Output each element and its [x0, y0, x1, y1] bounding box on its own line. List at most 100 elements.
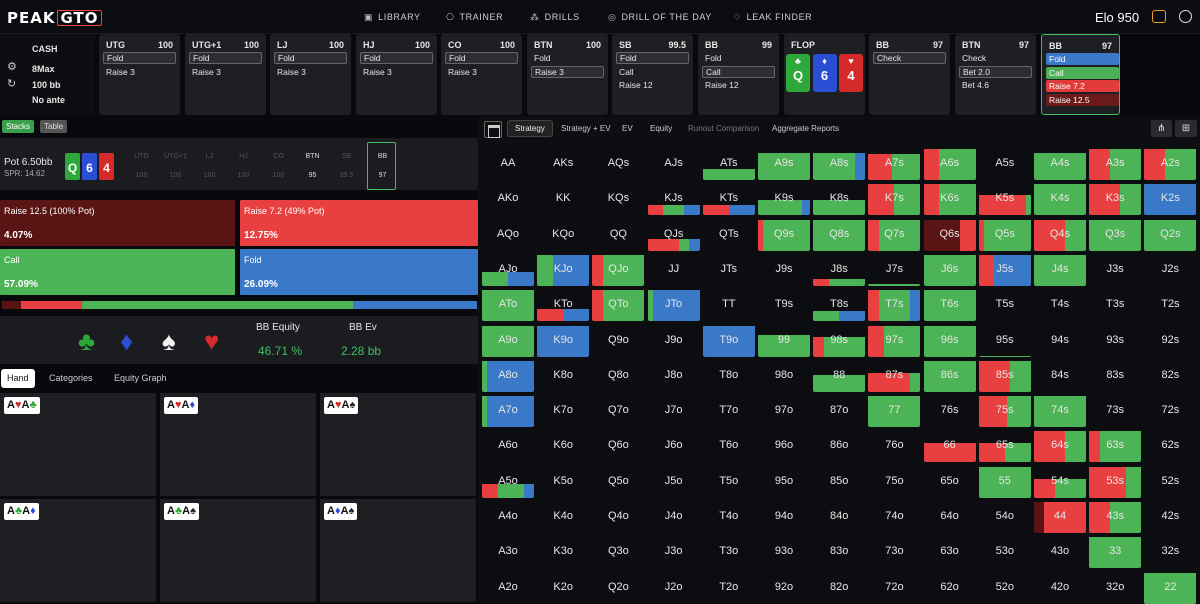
- hand-cell[interactable]: J7o: [647, 393, 700, 428]
- hand-cell[interactable]: 42s: [1144, 499, 1197, 533]
- nav-drill-of-the-day[interactable]: ◎ DRILL OF THE DAY: [608, 12, 712, 23]
- hand-cell[interactable]: K6s: [923, 181, 976, 216]
- hand-cell[interactable]: 63s: [1089, 428, 1142, 463]
- hand-cell[interactable]: AQo: [482, 216, 534, 251]
- hand-cell[interactable]: KJo: [537, 251, 590, 286]
- hand-cell[interactable]: A5s: [978, 146, 1031, 180]
- hand-cell[interactable]: Q7o: [592, 393, 645, 428]
- hand-cell[interactable]: 76s: [923, 393, 976, 428]
- hand-cell[interactable]: A7o: [482, 393, 534, 428]
- hand-cell[interactable]: 94s: [1034, 322, 1086, 357]
- seat-bb[interactable]: BB 97 Check: [869, 34, 950, 115]
- hand-cell[interactable]: 54s: [1034, 463, 1086, 498]
- hand-cell[interactable]: 63o: [923, 534, 976, 569]
- action-option[interactable]: Fold: [360, 52, 433, 64]
- tab-aggregate-reports[interactable]: Aggregate Reports: [772, 124, 840, 133]
- hand-cell[interactable]: A6o: [482, 428, 534, 463]
- seat-hj[interactable]: HJ 100 Fold Raise 3: [356, 34, 437, 115]
- nav-trainer[interactable]: ⎔ TRAINER: [446, 12, 503, 23]
- hand-cell[interactable]: T3o: [702, 534, 755, 569]
- hand-cell[interactable]: TT: [702, 287, 755, 322]
- hand-cell[interactable]: 86s: [923, 357, 976, 392]
- hand-cell[interactable]: T2o: [702, 569, 755, 604]
- hand-cell[interactable]: 98s: [813, 322, 866, 357]
- hand-cell[interactable]: T7s: [868, 287, 921, 322]
- hand-cell[interactable]: 76o: [868, 428, 921, 463]
- hand-cell[interactable]: 72s: [1144, 393, 1197, 428]
- action-fold-box[interactable]: Fold 26.09%: [240, 249, 478, 295]
- hand-cell[interactable]: A6s: [923, 146, 976, 180]
- hand-cell[interactable]: J6o: [647, 428, 700, 463]
- tab-categories[interactable]: Categories: [49, 373, 93, 383]
- action-option[interactable]: Check: [962, 53, 987, 63]
- hand-cell[interactable]: Q4o: [592, 499, 645, 533]
- hand-cell[interactable]: 44: [1034, 499, 1086, 533]
- hand-cell[interactable]: T4o: [702, 499, 755, 533]
- hand-cell[interactable]: AQs: [592, 146, 645, 180]
- hand-cell[interactable]: J6s: [923, 251, 976, 286]
- hand-cell[interactable]: JTo: [647, 287, 700, 322]
- hand-cell[interactable]: T9o: [702, 322, 755, 357]
- seat-sb[interactable]: SB 99.5 Fold Call Raise 12: [612, 34, 693, 115]
- hand-cell[interactable]: T6o: [702, 428, 755, 463]
- hand-cell[interactable]: 85s: [978, 357, 1031, 392]
- hand-cell[interactable]: 65s: [978, 428, 1031, 463]
- hand-cell[interactable]: KTo: [537, 287, 590, 322]
- hand-cell[interactable]: 87o: [813, 393, 866, 428]
- hand-cell[interactable]: J3s: [1089, 251, 1142, 286]
- hand-cell[interactable]: KK: [537, 181, 590, 216]
- hand-cell[interactable]: 74s: [1034, 393, 1086, 428]
- stacks-view-button[interactable]: Stacks: [2, 120, 35, 133]
- hand-cell[interactable]: KQo: [537, 216, 590, 251]
- hand-cell[interactable]: 65o: [923, 463, 976, 498]
- hand-cell[interactable]: 64s: [1034, 428, 1086, 463]
- seat-utg[interactable]: UTG 100 Fold Raise 3: [99, 34, 180, 115]
- hand-cell[interactable]: T4s: [1034, 287, 1086, 322]
- hand-cell[interactable]: JTs: [702, 251, 755, 286]
- hand-cell[interactable]: 32o: [1089, 569, 1142, 604]
- hand-cell[interactable]: A4o: [482, 499, 534, 533]
- hand-cell[interactable]: K2o: [537, 569, 590, 604]
- hand-cell[interactable]: 93s: [1089, 322, 1142, 357]
- hand-cell[interactable]: J3o: [647, 534, 700, 569]
- hand-cell[interactable]: 73o: [868, 534, 921, 569]
- hand-cell[interactable]: T8o: [702, 357, 755, 392]
- hand-cell[interactable]: A8o: [482, 357, 534, 392]
- seat-bb[interactable]: BB 99 Fold Call Raise 12: [698, 34, 779, 115]
- hand-cell[interactable]: 82s: [1144, 357, 1197, 392]
- view-layout-icon[interactable]: [484, 121, 502, 138]
- hand-cell[interactable]: 43o: [1034, 534, 1086, 569]
- seat-btn[interactable]: BTN 97 Check Bet 2.0 Bet 4.6: [955, 34, 1036, 115]
- action-option[interactable]: Fold: [705, 53, 722, 63]
- hand-cell[interactable]: ATs: [702, 146, 755, 180]
- hand-cell[interactable]: J5s: [978, 251, 1031, 286]
- hand-cell[interactable]: 88: [813, 357, 866, 392]
- table-view-button[interactable]: Table: [40, 120, 68, 133]
- hand-cell[interactable]: 33: [1089, 534, 1142, 569]
- action-option[interactable]: Raise 3: [192, 66, 221, 77]
- action-option[interactable]: Bet 2.0: [959, 65, 1032, 78]
- hand-cell[interactable]: AKo: [482, 181, 534, 216]
- hand-cell[interactable]: 94o: [758, 499, 810, 533]
- hand-cell[interactable]: 52s: [1144, 463, 1197, 498]
- hand-cell[interactable]: A4s: [1034, 146, 1086, 180]
- hand-cell[interactable]: 72o: [868, 569, 921, 604]
- hand-cell[interactable]: 93o: [758, 534, 810, 569]
- hand-cell[interactable]: K6o: [537, 428, 590, 463]
- hand-cell[interactable]: 96o: [758, 428, 810, 463]
- action-option[interactable]: Raise 3: [277, 66, 306, 77]
- hand-cell[interactable]: Q6o: [592, 428, 645, 463]
- seat-btn[interactable]: BTN 100 Fold Raise 3: [527, 34, 608, 115]
- hand-cell[interactable]: A7s: [868, 146, 921, 180]
- hand-cell[interactable]: J9s: [758, 251, 810, 286]
- action-option[interactable]: Fold: [1046, 53, 1119, 65]
- action-option[interactable]: Call: [619, 66, 634, 77]
- action-option[interactable]: Fold: [616, 52, 689, 64]
- hand-cell[interactable]: 97s: [868, 322, 921, 357]
- action-option[interactable]: Fold: [103, 52, 176, 64]
- hand-cell[interactable]: 22: [1144, 569, 1197, 604]
- hand-cell[interactable]: T5o: [702, 463, 755, 498]
- hand-cell[interactable]: KQs: [592, 181, 645, 216]
- hand-cell[interactable]: 62o: [923, 569, 976, 604]
- combo-cell[interactable]: A♣A♠: [160, 499, 316, 602]
